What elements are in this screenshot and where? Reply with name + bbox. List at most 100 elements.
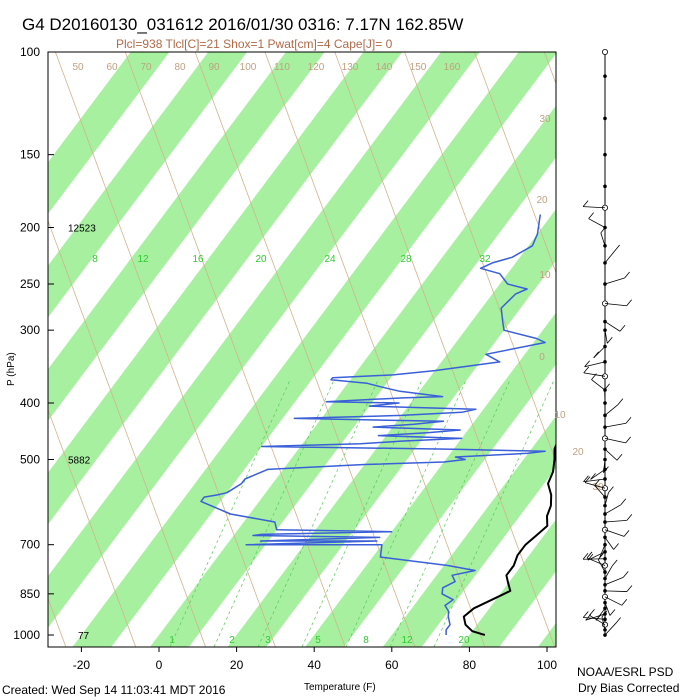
- x-tick-label: 80: [463, 658, 477, 672]
- wind-barb: [601, 616, 606, 630]
- dry-adiabat: [264, 52, 486, 647]
- wind-barb-flag: [591, 373, 597, 380]
- wind-barb-flag: [601, 610, 608, 618]
- wind-barb-flag: [615, 617, 621, 624]
- wind-barb: [604, 529, 625, 537]
- dry-adiabat: [194, 52, 416, 647]
- x-tick-label: -20: [73, 658, 91, 672]
- dry-adiabat: [334, 52, 556, 647]
- right-isotherm-label: 20: [572, 447, 584, 458]
- wind-barb: [604, 565, 613, 579]
- wind-barb: [591, 379, 606, 391]
- isotherm-band: [48, 52, 170, 214]
- dry-adiabat: [543, 52, 556, 85]
- mixing-ratio-label: 8: [92, 254, 98, 265]
- wind-marker: [602, 562, 609, 569]
- wind-barb-flag: [621, 599, 628, 606]
- dry-adiabat: [48, 219, 206, 647]
- wind-barb-flag: [625, 436, 631, 444]
- wind-barb-flag: [604, 383, 610, 391]
- y-tick-label: 300: [20, 323, 40, 337]
- wind-barb-flag: [584, 476, 591, 483]
- lower-mixing-label: 2: [229, 635, 235, 646]
- axes: -20 0 20 40 60 80 1001001502002503004005007008…: [13, 45, 557, 672]
- wind-profile: [582, 49, 633, 637]
- wind-barb: [604, 437, 626, 444]
- wind-barb-flag: [583, 366, 590, 374]
- wind-barb: [600, 232, 606, 246]
- mixing-ratio-label: 20: [255, 254, 267, 265]
- right-isotherm-label: 30: [592, 482, 604, 493]
- wind-barb-flag: [589, 609, 595, 616]
- isotherm-label: 90: [208, 62, 220, 73]
- wind-barb: [604, 250, 615, 264]
- mixing-ratio-line: [301, 379, 423, 647]
- wind-barb: [604, 448, 618, 461]
- wind-barb: [604, 404, 619, 416]
- series-dewpoint-line: [200, 214, 546, 635]
- wind-barb-flag: [626, 514, 633, 521]
- y-tick-label: 700: [20, 538, 40, 552]
- y-tick-label: 1000: [13, 628, 40, 642]
- isotherm-label: 160: [444, 62, 461, 73]
- y-tick-label: 250: [20, 277, 40, 291]
- isotherm-band: [48, 52, 480, 628]
- wind-barb-flag: [616, 453, 623, 461]
- x-tick-label: 100: [537, 658, 557, 672]
- wind-marker: [602, 49, 609, 56]
- y-tick-label: 400: [20, 396, 40, 410]
- wind-barb: [583, 372, 606, 377]
- wind-barb: [604, 602, 611, 616]
- mixing-ratio-label: 16: [192, 254, 204, 265]
- isotherm-band: [48, 52, 403, 525]
- org-label: NOAA/ESRL PSD: [577, 665, 674, 679]
- wind-barb-flag: [593, 351, 599, 359]
- dry-adiabat: [124, 52, 346, 647]
- lower-mixing-label: 3: [265, 635, 271, 646]
- y-tick-label: 100: [20, 45, 40, 59]
- isotherm-label: 110: [274, 62, 290, 73]
- wind-barb-flag: [582, 611, 589, 618]
- wind-barb: [604, 596, 623, 606]
- isotherm-label: 100: [240, 62, 257, 73]
- mixing-ratio-line: [213, 379, 335, 647]
- mixing-ratio-label: 28: [400, 254, 412, 265]
- isotherm-label: 80: [174, 62, 186, 73]
- wind-barb-flag: [611, 559, 618, 567]
- lower-mixing-label: 12: [401, 635, 413, 646]
- wind-barb-flag: [626, 299, 632, 307]
- isotherm-band: [538, 623, 556, 647]
- wind-marker: [603, 184, 607, 189]
- height-label: 12523: [68, 224, 96, 235]
- x-tick-label: 40: [308, 658, 322, 672]
- isotherm-band: [72, 52, 556, 647]
- height-labels: 12523 5882 77: [68, 224, 96, 642]
- wind-barb: [604, 321, 621, 332]
- lower-mixing-label: 5: [315, 635, 321, 646]
- wind-barb: [585, 613, 606, 621]
- height-label: 77: [78, 631, 90, 642]
- wind-barb-flag: [584, 360, 590, 368]
- wind-marker: [603, 74, 607, 78]
- x-tick-label: 0: [156, 658, 163, 672]
- wind-barb: [584, 361, 606, 368]
- isotherm-label: 60: [106, 62, 118, 73]
- wind-barb: [604, 422, 627, 428]
- dry-adiabat: [684, 52, 700, 647]
- wind-barb-flag: [608, 486, 614, 493]
- chart-subtitle: Plcl=938 Tlcl[C]=21 Shox=1 Pwat[cm]=4 Ca…: [116, 37, 393, 51]
- y-tick-label: 150: [20, 148, 40, 162]
- isotherm-label: 50: [72, 62, 84, 73]
- wind-barb-flag: [622, 571, 629, 578]
- isotherm-label: 130: [342, 62, 359, 73]
- wind-barb-flag: [590, 473, 596, 480]
- lower-mixing-label: 1: [169, 635, 175, 646]
- wind-barb-flag: [588, 212, 594, 219]
- right-isotherm-label: 10: [554, 410, 566, 421]
- dry-adiabat: [48, 408, 137, 647]
- created-timestamp: Created: Wed Sep 14 11:03:41 MDT 2016: [2, 683, 226, 697]
- isotherm-band: [305, 312, 556, 647]
- wind-barb-flag: [597, 553, 604, 560]
- isotherm-band: [616, 52, 700, 647]
